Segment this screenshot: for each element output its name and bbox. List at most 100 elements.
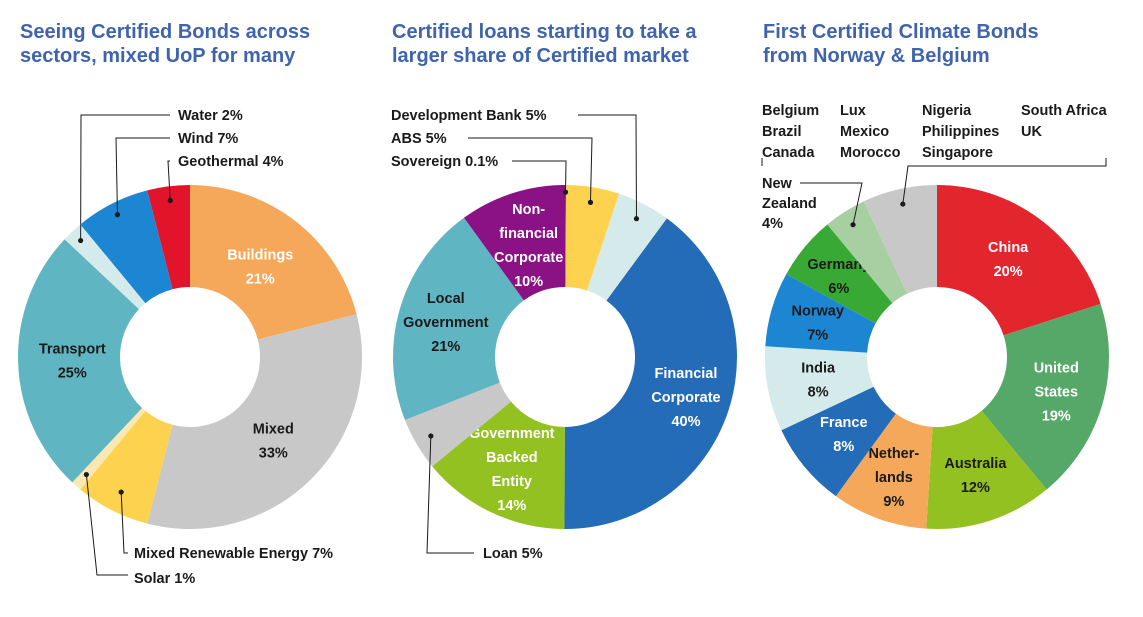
- label-germany-value: 6%: [828, 281, 849, 297]
- slice-netherlands: [835, 413, 933, 529]
- leader-dot-abs: [587, 199, 594, 205]
- leader-abs: [468, 137, 593, 203]
- slice-mixed-renewable-energy: [80, 410, 173, 524]
- leader-water: [80, 114, 170, 241]
- label-india-name: India: [801, 361, 836, 377]
- slice-water: [64, 224, 146, 310]
- label-local-government-name: Government: [403, 315, 489, 331]
- country-morocco: Morocco: [840, 145, 901, 161]
- callout-abs: ABS 5%: [391, 131, 447, 147]
- leader-dot-loan: [428, 433, 434, 439]
- leader-development-bank: [578, 114, 637, 219]
- chart-2-title: Certified loans starting to take a large…: [392, 20, 697, 68]
- label-france-name: France: [820, 415, 868, 431]
- label-australia-name: Australia: [944, 456, 1007, 472]
- label-non-financial-corporate-value: 10%: [514, 274, 543, 290]
- label-non-financial-corporate-name: Non-: [512, 202, 545, 218]
- chart-3-title-line-1: First Certified Climate Bonds: [763, 21, 1039, 43]
- label-united-states-name: States: [1035, 385, 1079, 401]
- slice-financial-corporate: [564, 218, 738, 529]
- label-mixed-name: Mixed: [253, 421, 294, 437]
- label-local-government-name: Local: [427, 291, 465, 307]
- slice-mixed: [147, 314, 363, 530]
- leader-dot-water: [78, 237, 84, 244]
- label-mixed-value: 33%: [259, 445, 288, 461]
- label-netherlands-name: lands: [875, 470, 913, 486]
- label-netherlands-name: Nether-: [868, 446, 919, 462]
- chart-1-title: Seeing Certified Bonds across sectors, m…: [20, 20, 310, 68]
- country-belgium: Belgium: [762, 103, 819, 119]
- leader-wind: [115, 137, 170, 215]
- slice-china: [937, 185, 1101, 336]
- leader-dot-development-bank: [633, 216, 640, 222]
- slice-australia: [926, 410, 1047, 529]
- leader-mixed-renewable-energy: [120, 492, 128, 554]
- label-financial-corporate-name: Corporate: [651, 390, 720, 406]
- country-nigeria: Nigeria: [922, 103, 972, 119]
- country-philippines: Philippines: [922, 124, 999, 140]
- leader-dot-geothermal: [167, 197, 173, 204]
- leader-dot-mixed-renewable-energy: [118, 489, 124, 495]
- leader-dot-solar: [83, 471, 89, 478]
- slice-india: [765, 346, 874, 431]
- leader-dot-others: [900, 201, 906, 207]
- leader-others: [902, 158, 1107, 205]
- slice-local-government: [392, 217, 524, 421]
- label-non-financial-corporate-name: financial: [499, 226, 558, 242]
- leader-new-zealand: [800, 182, 863, 225]
- callout-new-zealand-1: Zealand: [762, 196, 817, 212]
- label-france-value: 8%: [833, 439, 854, 455]
- slice-norway: [765, 274, 876, 353]
- slice-solar: [72, 408, 146, 490]
- leader-dot-sovereign: [562, 189, 569, 195]
- slice-transport: [18, 239, 143, 483]
- slice-buildings: [190, 185, 357, 340]
- label-government-backed-entity-value: 14%: [497, 498, 526, 514]
- donut-chart-1: Buildings 21% Mixed 33% Mixed Renewable Ener…: [18, 108, 363, 587]
- label-financial-corporate-value: 40%: [671, 414, 700, 430]
- chart-2-title-line-1: Certified loans starting to take a: [392, 21, 697, 43]
- label-netherlands-value: 9%: [883, 494, 904, 510]
- chart-3-title-line-2: from Norway & Belgium: [763, 45, 990, 67]
- slice-others: [863, 185, 937, 294]
- label-china-name: China: [988, 240, 1029, 256]
- label-local-government-value: 21%: [431, 339, 460, 355]
- label-government-backed-entity-name: Entity: [492, 474, 532, 490]
- slice-non-financial-corporate: [463, 185, 565, 301]
- label-china-value: 20%: [994, 264, 1023, 280]
- label-germany-name: Germany: [807, 257, 870, 273]
- label-buildings-value: 21%: [246, 271, 275, 287]
- slice-development-bank: [587, 193, 667, 301]
- slice-united-states: [981, 303, 1109, 490]
- leader-dot-wind: [114, 212, 121, 218]
- country-singapore: Singapore: [922, 145, 993, 161]
- callout-new-zealand-2: 4%: [762, 216, 783, 232]
- callout-sovereign: Sovereign 0.1%: [391, 154, 498, 170]
- label-non-financial-corporate-name: Corporate: [494, 250, 563, 266]
- country-canada: Canada: [762, 145, 815, 161]
- chart-1-title-line-1: Seeing Certified Bonds across: [20, 21, 311, 43]
- label-transport-name: Transport: [39, 342, 106, 358]
- slice-geothermal: [147, 185, 190, 290]
- slice-germany: [786, 224, 893, 324]
- leader-geothermal: [167, 160, 171, 201]
- country-uk: UK: [1021, 124, 1042, 140]
- label-financial-corporate-name: Financial: [655, 366, 718, 382]
- slice-france: [781, 386, 896, 497]
- callout-geothermal: Geothermal 4%: [178, 154, 284, 170]
- callout-loan: Loan 5%: [483, 546, 543, 562]
- country-brazil: Brazil: [762, 124, 802, 140]
- country-south-africa: South Africa: [1021, 103, 1108, 119]
- leader-solar: [85, 474, 128, 576]
- chart-2-title-line-2: larger share of Certified market: [392, 45, 689, 67]
- callout-wind: Wind 7%: [178, 131, 238, 147]
- label-government-backed-entity-name: Government: [469, 426, 555, 442]
- slice-sovereign: [565, 185, 567, 288]
- label-buildings-name: Buildings: [227, 247, 293, 263]
- leader-sovereign: [512, 160, 567, 193]
- slice-new-zealand: [827, 201, 908, 304]
- label-norway-value: 7%: [807, 327, 828, 343]
- donut-chart-2: Sovereign 0.1% ABS 5% Development Bank 5% F…: [391, 108, 738, 562]
